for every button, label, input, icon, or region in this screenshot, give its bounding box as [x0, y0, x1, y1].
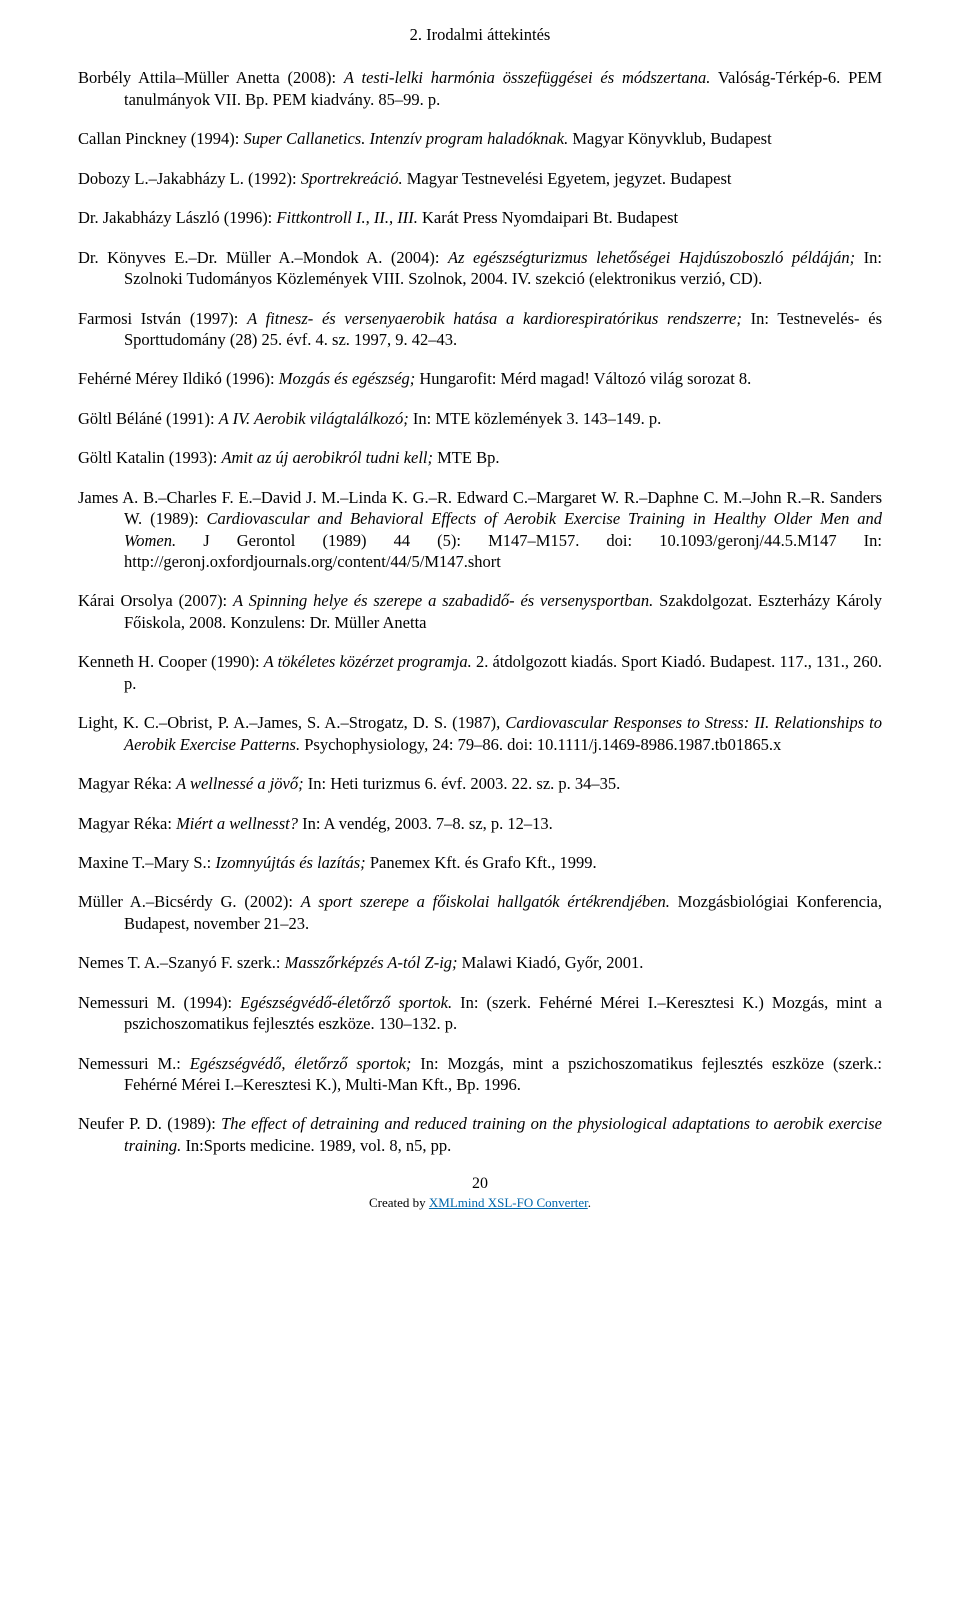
- bibliography-entry: Göltl Béláné (1991): A IV. Aerobik világ…: [78, 408, 882, 429]
- bibliography-entry: Kenneth H. Cooper (1990): A tökéletes kö…: [78, 651, 882, 694]
- credit-suffix: .: [588, 1195, 591, 1210]
- bibliography-entry: Callan Pinckney (1994): Super Callanetic…: [78, 128, 882, 149]
- bibliography-entry: Dr. Jakabházy László (1996): Fittkontrol…: [78, 207, 882, 228]
- bibliography-entry: Göltl Katalin (1993): Amit az új aerobik…: [78, 447, 882, 468]
- ref-pre: Nemessuri M. (1994):: [78, 993, 240, 1012]
- ref-post: In: A vendég, 2003. 7–8. sz, p. 12–13.: [298, 814, 553, 833]
- ref-title: Masszőrképzés A-tól Z-ig;: [285, 953, 458, 972]
- ref-post: Magyar Testnevelési Egyetem, jegyzet. Bu…: [403, 169, 732, 188]
- ref-post: Psychophysiology, 24: 79–86. doi: 10.111…: [300, 735, 781, 754]
- ref-pre: Callan Pinckney (1994):: [78, 129, 243, 148]
- bibliography-entry: Nemessuri M. (1994): Egészségvédő-életőr…: [78, 992, 882, 1035]
- document-page: 2. Irodalmi áttekintés Borbély Attila–Mü…: [0, 0, 960, 1222]
- credit-prefix: Created by: [369, 1195, 429, 1210]
- ref-title: Amit az új aerobikról tudni kell;: [221, 448, 433, 467]
- ref-post: In: MTE közlemények 3. 143–149. p.: [409, 409, 662, 428]
- bibliography-entry: Fehérné Mérey Ildikó (1996): Mozgás és e…: [78, 368, 882, 389]
- ref-pre: Light, K. C.–Obrist, P. A.–James, S. A.–…: [78, 713, 505, 732]
- bibliography-entry: Kárai Orsolya (2007): A Spinning helye é…: [78, 590, 882, 633]
- ref-title: Sportrekreáció.: [301, 169, 403, 188]
- bibliography-entry: Nemes T. A.–Szanyó F. szerk.: Masszőrkép…: [78, 952, 882, 973]
- ref-pre: Nemessuri M.:: [78, 1054, 190, 1073]
- ref-title: Mozgás és egészség;: [279, 369, 416, 388]
- bibliography-entry: Magyar Réka: A wellnessé a jövő; In: Het…: [78, 773, 882, 794]
- ref-post: J Gerontol (1989) 44 (5): M147–M157. doi…: [124, 531, 882, 571]
- chapter-title: 2. Irodalmi áttekintés: [78, 24, 882, 45]
- ref-post: Magyar Könyvklub, Budapest: [568, 129, 771, 148]
- ref-post: In: Heti turizmus 6. évf. 2003. 22. sz. …: [304, 774, 621, 793]
- ref-pre: Fehérné Mérey Ildikó (1996):: [78, 369, 279, 388]
- ref-pre: Neufer P. D. (1989):: [78, 1114, 221, 1133]
- ref-post: Panemex Kft. és Grafo Kft., 1999.: [366, 853, 597, 872]
- bibliography-entry: Maxine T.–Mary S.: Izomnyújtás és lazítá…: [78, 852, 882, 873]
- ref-pre: Farmosi István (1997):: [78, 309, 247, 328]
- ref-title: A fitnesz- és versenyaerobik hatása a ka…: [247, 309, 742, 328]
- ref-title: Izomnyújtás és lazítás;: [215, 853, 365, 872]
- ref-pre: Kenneth H. Cooper (1990):: [78, 652, 264, 671]
- ref-post: Hungarofit: Mérd magad! Változó világ so…: [415, 369, 751, 388]
- ref-pre: Kárai Orsolya (2007):: [78, 591, 233, 610]
- credit-link[interactable]: XMLmind XSL-FO Converter: [429, 1195, 588, 1210]
- ref-title: Miért a wellnesst?: [176, 814, 298, 833]
- bibliography-entry: Neufer P. D. (1989): The effect of detra…: [78, 1113, 882, 1156]
- ref-pre: Maxine T.–Mary S.:: [78, 853, 215, 872]
- ref-post: MTE Bp.: [433, 448, 499, 467]
- ref-title: Az egészségturizmus lehetőségei Hajdúszo…: [448, 248, 855, 267]
- bibliography-entry: Müller A.–Bicsérdy G. (2002): A sport sz…: [78, 891, 882, 934]
- page-number: 20: [78, 1174, 882, 1195]
- ref-pre: Göltl Katalin (1993):: [78, 448, 221, 467]
- credit-line: Created by XMLmind XSL-FO Converter.: [78, 1195, 882, 1212]
- ref-title: Egészségvédő-életőrző sportok.: [240, 993, 452, 1012]
- ref-pre: Dr. Könyves E.–Dr. Müller A.–Mondok A. (…: [78, 248, 448, 267]
- ref-title: A Spinning helye és szerepe a szabadidő-…: [233, 591, 653, 610]
- ref-pre: Göltl Béláné (1991):: [78, 409, 219, 428]
- ref-title: A tökéletes közérzet programja.: [264, 652, 472, 671]
- ref-post: Malawi Kiadó, Győr, 2001.: [458, 953, 644, 972]
- ref-post: Karát Press Nyomdaipari Bt. Budapest: [418, 208, 678, 227]
- ref-pre: Dr. Jakabházy László (1996):: [78, 208, 276, 227]
- bibliography-entry: Farmosi István (1997): A fitnesz- és ver…: [78, 308, 882, 351]
- ref-pre: Nemes T. A.–Szanyó F. szerk.:: [78, 953, 285, 972]
- bibliography-entry: Light, K. C.–Obrist, P. A.–James, S. A.–…: [78, 712, 882, 755]
- bibliography-entry: Magyar Réka: Miért a wellnesst? In: A ve…: [78, 813, 882, 834]
- bibliography-entry: Dobozy L.–Jakabházy L. (1992): Sportrekr…: [78, 168, 882, 189]
- ref-title: A IV. Aerobik világtalálkozó;: [219, 409, 409, 428]
- ref-pre: Magyar Réka:: [78, 774, 176, 793]
- bibliography-entry: James A. B.–Charles F. E.–David J. M.–Li…: [78, 487, 882, 573]
- bibliography-entry: Nemessuri M.: Egészségvédő, életőrző spo…: [78, 1053, 882, 1096]
- ref-title: A wellnessé a jövő;: [176, 774, 304, 793]
- ref-pre: Dobozy L.–Jakabházy L. (1992):: [78, 169, 301, 188]
- ref-pre: Magyar Réka:: [78, 814, 176, 833]
- ref-pre: Borbély Attila–Müller Anetta (2008):: [78, 68, 344, 87]
- ref-title: A testi-lelki harmónia összefüggései és …: [344, 68, 710, 87]
- ref-pre: Müller A.–Bicsérdy G. (2002):: [78, 892, 301, 911]
- ref-title: Super Callanetics. Intenzív program hala…: [243, 129, 568, 148]
- ref-title: Fittkontroll I., II., III.: [276, 208, 417, 227]
- bibliography-entry: Dr. Könyves E.–Dr. Müller A.–Mondok A. (…: [78, 247, 882, 290]
- bibliography-entry: Borbély Attila–Müller Anetta (2008): A t…: [78, 67, 882, 110]
- ref-post: In:Sports medicine. 1989, vol. 8, n5, pp…: [181, 1136, 451, 1155]
- bibliography: Borbély Attila–Müller Anetta (2008): A t…: [78, 67, 882, 1156]
- ref-title: Egészségvédő, életőrző sportok;: [190, 1054, 412, 1073]
- ref-title: A sport szerepe a főiskolai hallgatók ér…: [301, 892, 670, 911]
